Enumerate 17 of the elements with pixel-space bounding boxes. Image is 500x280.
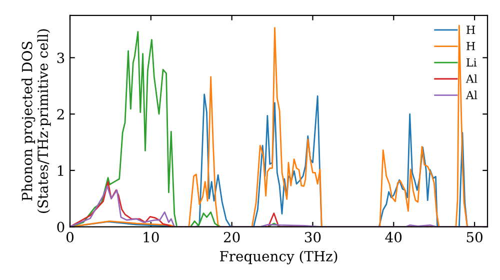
y-tick-label: 2 xyxy=(57,109,64,120)
legend-label: H xyxy=(466,26,475,34)
legend-label: H xyxy=(466,42,475,50)
y-tick-label: 1 xyxy=(58,165,64,176)
x-tick-label: 0 xyxy=(66,232,74,242)
x-tick-label: 20 xyxy=(224,232,240,242)
legend-label: Al xyxy=(466,90,478,100)
y-axis-title: Phonon projected DOS (States/THz·primitive cell) xyxy=(22,29,51,213)
legend-label: Al xyxy=(466,74,478,83)
x-tick-label: 40 xyxy=(385,232,402,242)
x-tick-label: 30 xyxy=(304,232,321,242)
x-tick-label: 10 xyxy=(144,232,159,242)
y-tick-label: 3 xyxy=(57,52,64,64)
legend-label: Li xyxy=(466,58,477,66)
y-tick-label: 0 xyxy=(57,222,64,232)
x-axis-title: Frequency (THz) xyxy=(220,250,338,264)
x-tick-label: 50 xyxy=(466,232,482,242)
